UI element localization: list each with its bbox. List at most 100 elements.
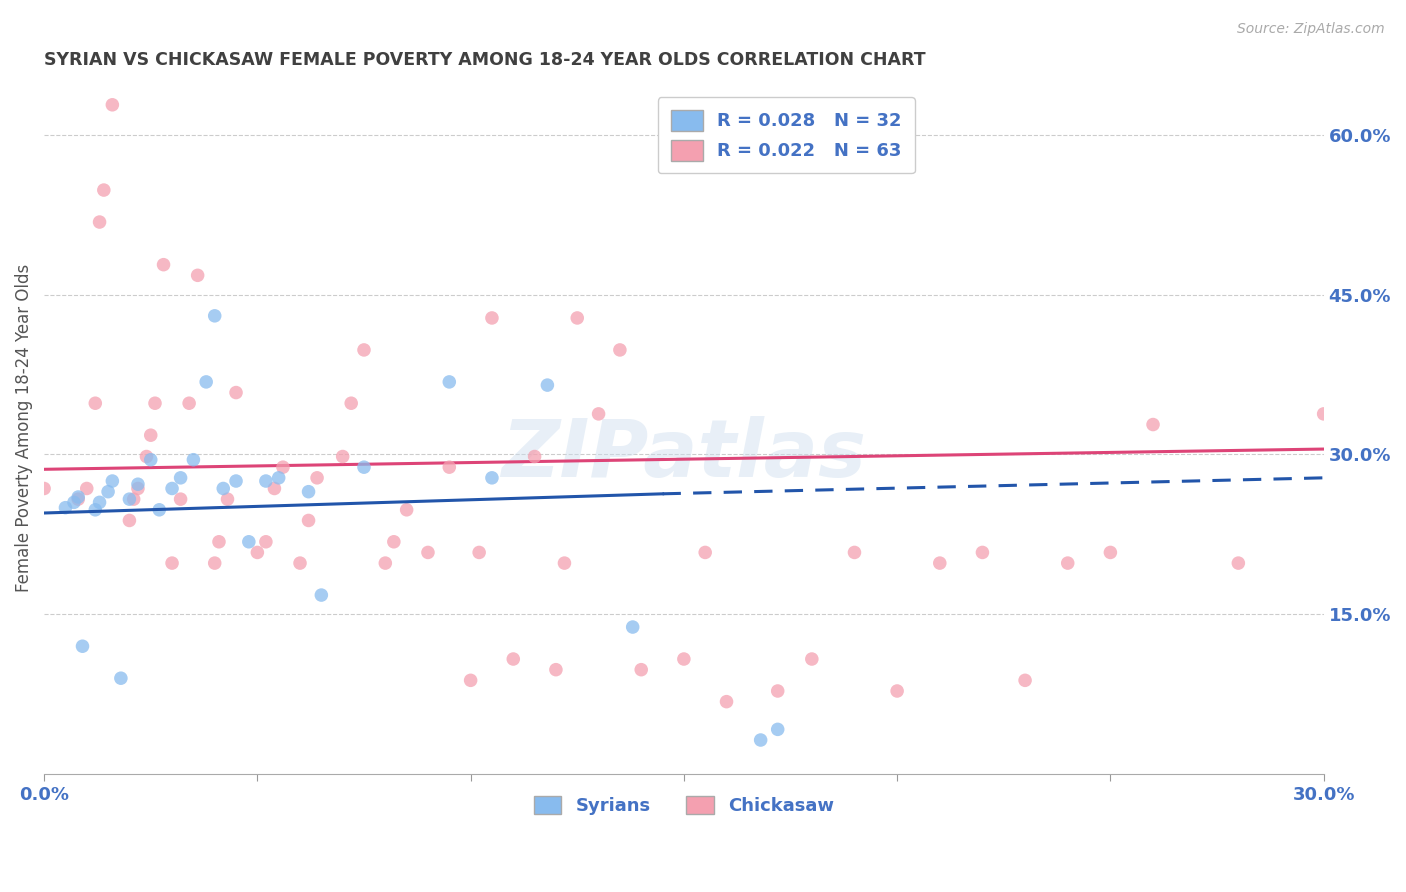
Point	[55, 500, 77, 515]
Point	[621, 620, 644, 634]
Point	[523, 450, 546, 464]
Point	[288, 556, 311, 570]
Point	[135, 450, 157, 464]
Point	[84, 503, 107, 517]
Point	[502, 652, 524, 666]
Point	[353, 343, 375, 357]
Point	[254, 474, 277, 488]
Point	[972, 545, 994, 559]
Point	[89, 215, 111, 229]
Point	[353, 460, 375, 475]
Point	[716, 695, 738, 709]
Point	[695, 545, 717, 559]
Point	[311, 588, 333, 602]
Point	[32, 482, 55, 496]
Point	[271, 460, 294, 475]
Point	[766, 723, 789, 737]
Point	[254, 534, 277, 549]
Point	[101, 474, 124, 488]
Point	[89, 495, 111, 509]
Point	[536, 378, 558, 392]
Point	[439, 460, 461, 475]
Point	[67, 492, 90, 507]
Point	[183, 452, 205, 467]
Point	[307, 471, 329, 485]
Point	[217, 492, 239, 507]
Point	[179, 396, 201, 410]
Point	[127, 477, 149, 491]
Point	[225, 385, 247, 400]
Text: ZIPatlas: ZIPatlas	[502, 417, 866, 494]
Point	[439, 375, 461, 389]
Point	[225, 474, 247, 488]
Point	[267, 471, 290, 485]
Point	[63, 495, 86, 509]
Point	[766, 684, 789, 698]
Point	[76, 482, 98, 496]
Point	[208, 534, 231, 549]
Point	[630, 663, 652, 677]
Point	[72, 639, 94, 653]
Point	[1312, 407, 1334, 421]
Point	[567, 310, 589, 325]
Point	[187, 268, 209, 283]
Point	[844, 545, 866, 559]
Point	[928, 556, 950, 570]
Point	[152, 258, 174, 272]
Legend: Syrians, Chickasaw: Syrians, Chickasaw	[524, 787, 844, 824]
Point	[672, 652, 695, 666]
Point	[1142, 417, 1164, 432]
Point	[204, 556, 226, 570]
Point	[139, 452, 162, 467]
Text: Source: ZipAtlas.com: Source: ZipAtlas.com	[1237, 22, 1385, 37]
Point	[382, 534, 405, 549]
Text: SYRIAN VS CHICKASAW FEMALE POVERTY AMONG 18-24 YEAR OLDS CORRELATION CHART: SYRIAN VS CHICKASAW FEMALE POVERTY AMONG…	[44, 51, 925, 69]
Point	[374, 556, 396, 570]
Point	[169, 471, 191, 485]
Point	[263, 482, 285, 496]
Point	[110, 671, 132, 685]
Point	[97, 484, 120, 499]
Point	[101, 97, 124, 112]
Point	[395, 503, 418, 517]
Point	[1099, 545, 1122, 559]
Point	[332, 450, 354, 464]
Point	[1014, 673, 1036, 688]
Point	[195, 375, 218, 389]
Point	[749, 733, 772, 747]
Point	[122, 492, 145, 507]
Point	[553, 556, 575, 570]
Point	[416, 545, 439, 559]
Point	[127, 482, 149, 496]
Point	[1227, 556, 1250, 570]
Point	[238, 534, 260, 549]
Point	[544, 663, 567, 677]
Point	[118, 492, 141, 507]
Point	[84, 396, 107, 410]
Point	[118, 513, 141, 527]
Point	[297, 484, 319, 499]
Point	[204, 309, 226, 323]
Point	[67, 490, 90, 504]
Point	[609, 343, 631, 357]
Point	[481, 310, 503, 325]
Point	[143, 396, 166, 410]
Point	[169, 492, 191, 507]
Point	[340, 396, 363, 410]
Point	[297, 513, 319, 527]
Point	[460, 673, 482, 688]
Point	[1056, 556, 1078, 570]
Point	[160, 556, 183, 570]
Point	[468, 545, 491, 559]
Point	[212, 482, 235, 496]
Point	[246, 545, 269, 559]
Point	[139, 428, 162, 442]
Point	[886, 684, 908, 698]
Point	[481, 471, 503, 485]
Point	[160, 482, 183, 496]
Point	[148, 503, 170, 517]
Point	[800, 652, 823, 666]
Y-axis label: Female Poverty Among 18-24 Year Olds: Female Poverty Among 18-24 Year Olds	[15, 264, 32, 592]
Point	[93, 183, 115, 197]
Point	[588, 407, 610, 421]
